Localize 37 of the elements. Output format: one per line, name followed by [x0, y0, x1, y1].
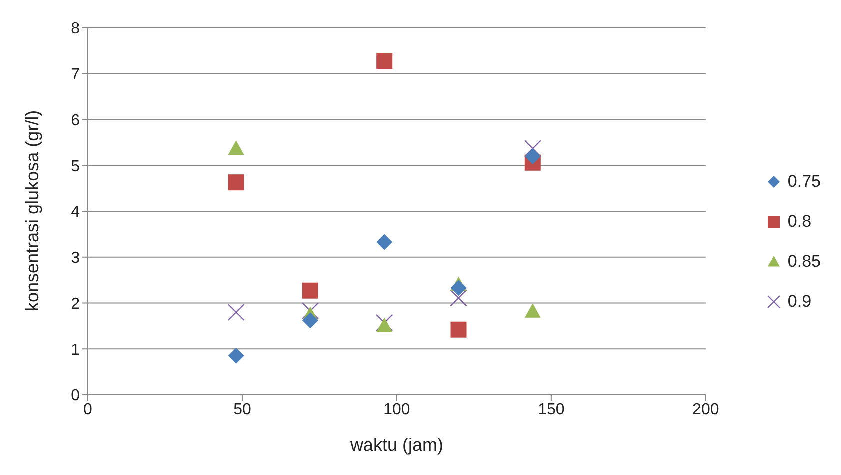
point [228, 174, 244, 191]
x-tick-label: 0 [84, 401, 93, 418]
x-tick-label: 200 [692, 401, 720, 418]
x-tick-label: 50 [234, 401, 252, 418]
point [302, 312, 318, 329]
point [376, 314, 394, 332]
point [302, 282, 318, 299]
y-tick-label: 2 [71, 296, 80, 313]
legend-label: 0.85 [788, 250, 821, 272]
x-tick-label: 100 [384, 401, 410, 418]
y-tick-label: 8 [71, 20, 80, 38]
x-tick-label: 150 [538, 401, 565, 418]
point [228, 140, 244, 156]
y-tick-label: 0 [71, 388, 80, 405]
point [524, 304, 541, 318]
y-axis-title: konsentrasi glukosa (gr/l) [22, 110, 42, 312]
y-tick-label: 4 [71, 204, 80, 222]
point [376, 234, 393, 250]
point [302, 302, 320, 320]
point [376, 318, 393, 332]
point [228, 348, 244, 364]
y-tick-label: 1 [71, 342, 80, 359]
point [450, 290, 468, 307]
point [450, 322, 467, 338]
y-tick-label: 6 [71, 112, 80, 130]
y-tick-label: 5 [71, 158, 80, 176]
point [450, 280, 467, 296]
y-tick-label: 7 [71, 66, 80, 84]
point [228, 304, 245, 322]
point [376, 53, 393, 70]
legend-label: 0.9 [788, 290, 812, 312]
y-tick-label: 3 [71, 250, 80, 268]
legend-label: 0.8 [788, 210, 812, 232]
point [524, 140, 542, 158]
point [524, 148, 541, 164]
x-axis-title: waktu (jam) [349, 435, 444, 455]
legend-label: 0.75 [788, 170, 821, 192]
